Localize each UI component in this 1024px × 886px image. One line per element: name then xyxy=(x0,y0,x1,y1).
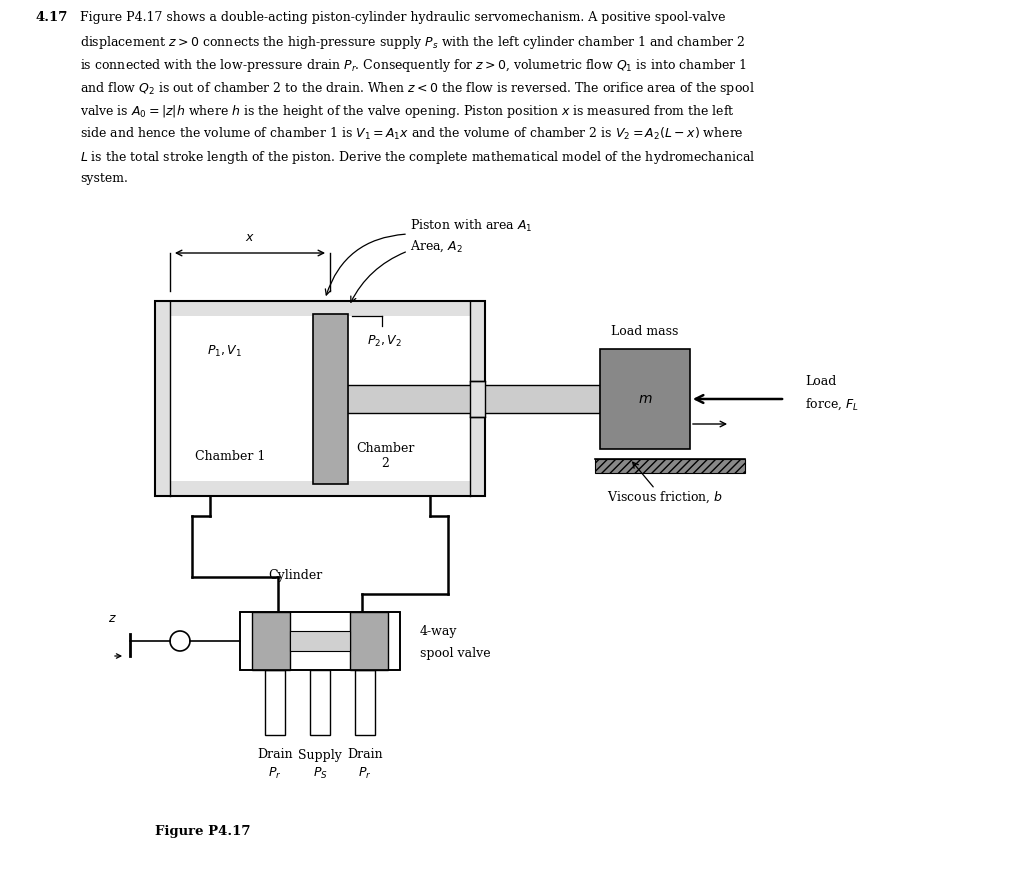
Text: Drain: Drain xyxy=(257,749,293,761)
Text: Figure P4.17 shows a double-acting piston-cylinder hydraulic servomechanism. A p: Figure P4.17 shows a double-acting pisto… xyxy=(80,11,725,24)
Bar xyxy=(595,459,745,473)
Bar xyxy=(265,670,285,735)
Text: $P_2, V_2$: $P_2, V_2$ xyxy=(368,333,402,348)
Bar xyxy=(310,670,330,735)
Text: Load mass: Load mass xyxy=(611,324,679,338)
Text: displacement $z>0$ connects the high-pressure supply $P_s$ with the left cylinde: displacement $z>0$ connects the high-pre… xyxy=(80,34,745,51)
Bar xyxy=(470,381,485,417)
Bar xyxy=(290,631,350,651)
Text: and flow $Q_2$ is out of chamber 2 to the drain. When $z<0$ the flow is reversed: and flow $Q_2$ is out of chamber 2 to th… xyxy=(80,80,755,97)
Text: 4.17: 4.17 xyxy=(35,11,68,24)
Bar xyxy=(170,316,470,481)
Bar xyxy=(155,301,485,496)
Text: Piston with area $A_1$: Piston with area $A_1$ xyxy=(410,218,532,234)
Text: $x$: $x$ xyxy=(245,230,255,244)
Text: Supply: Supply xyxy=(298,749,342,761)
Bar xyxy=(347,385,600,413)
Text: side and hence the volume of chamber 1 is $V_1=A_1 x$ and the volume of chamber : side and hence the volume of chamber 1 i… xyxy=(80,126,743,142)
Text: $P_S$: $P_S$ xyxy=(312,766,328,781)
Text: $P_1, V_1$: $P_1, V_1$ xyxy=(208,344,243,359)
Bar xyxy=(350,612,388,670)
Text: Drain: Drain xyxy=(347,749,383,761)
Text: Viscous friction, $b$: Viscous friction, $b$ xyxy=(607,489,723,505)
Text: is connected with the low-pressure drain $P_r$. Consequently for $z>0$, volumetr: is connected with the low-pressure drain… xyxy=(80,57,746,74)
Bar xyxy=(600,349,690,449)
Bar xyxy=(240,612,400,670)
Text: Figure P4.17: Figure P4.17 xyxy=(155,825,251,837)
Text: $z$: $z$ xyxy=(108,612,117,626)
Text: Chamber 1: Chamber 1 xyxy=(195,449,265,462)
Bar xyxy=(252,612,290,670)
Text: 4-way: 4-way xyxy=(420,625,458,638)
Text: Area, $A_2$: Area, $A_2$ xyxy=(410,238,463,253)
Text: $L$ is the total stroke length of the piston. Derive the complete mathematical m: $L$ is the total stroke length of the pi… xyxy=(80,149,756,166)
Text: Cylinder: Cylinder xyxy=(268,570,323,582)
Text: force, $F_L$: force, $F_L$ xyxy=(805,396,859,412)
Text: $m$: $m$ xyxy=(638,392,652,406)
Bar xyxy=(355,670,375,735)
Text: $P_r$: $P_r$ xyxy=(268,766,282,781)
Text: valve is $A_0=|z|h$ where $h$ is the height of the valve opening. Piston positio: valve is $A_0=|z|h$ where $h$ is the hei… xyxy=(80,103,735,120)
Text: $P_r$: $P_r$ xyxy=(358,766,372,781)
Bar xyxy=(240,612,400,670)
Text: spool valve: spool valve xyxy=(420,647,490,659)
Text: Chamber
2: Chamber 2 xyxy=(355,442,414,470)
Bar xyxy=(313,314,348,484)
Text: Load: Load xyxy=(805,375,837,387)
Text: system.: system. xyxy=(80,172,128,185)
